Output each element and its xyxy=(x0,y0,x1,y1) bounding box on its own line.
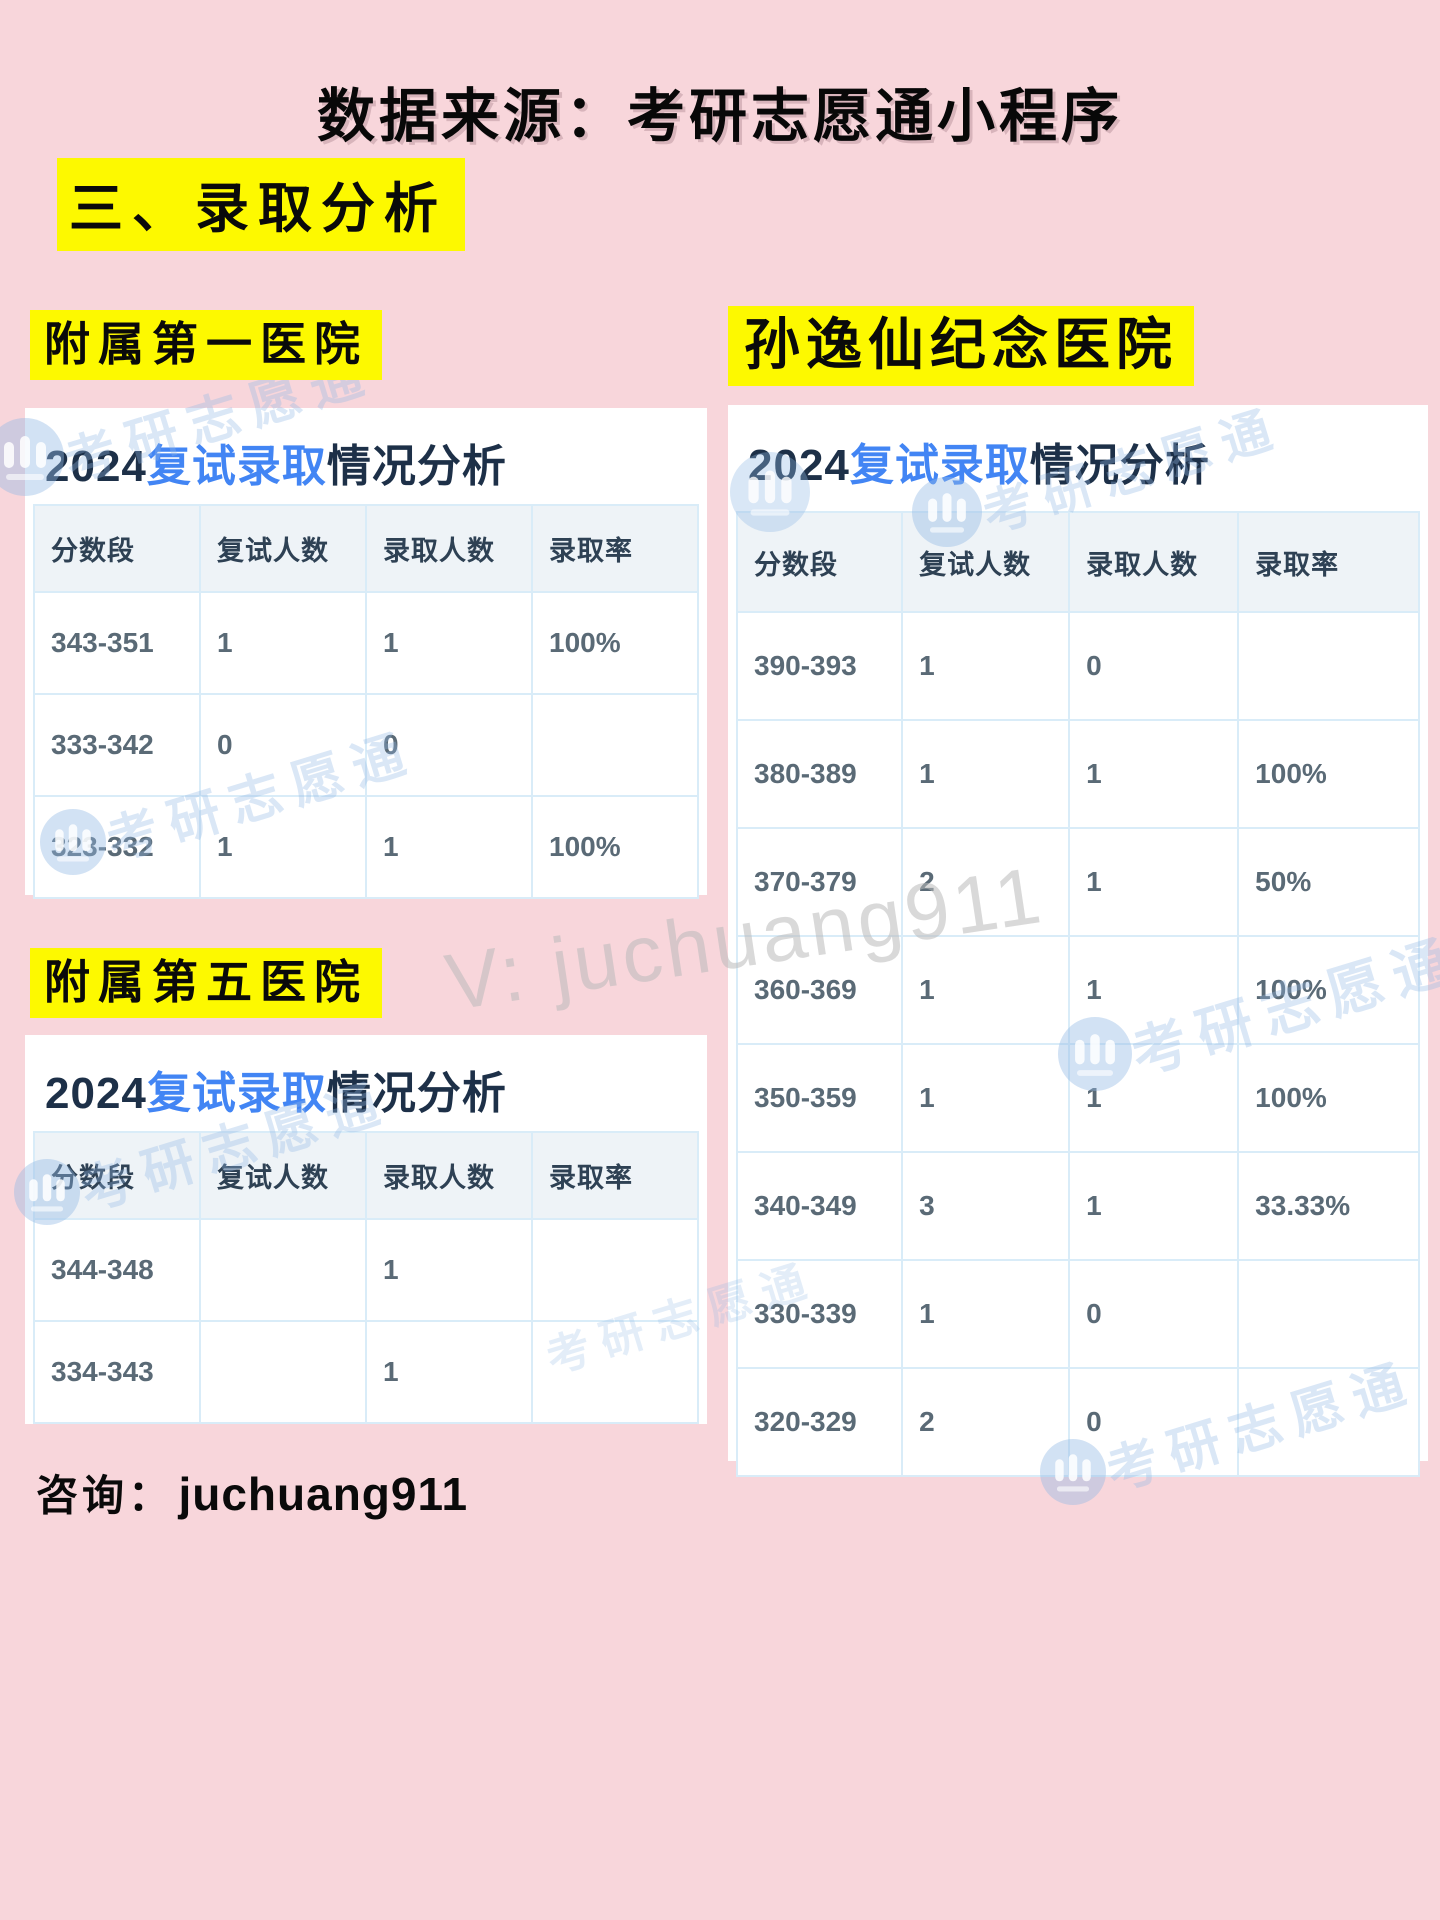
table-cell: 1 xyxy=(1070,721,1238,827)
table-cell: 333-342 xyxy=(35,695,199,795)
table-cell: 334-343 xyxy=(35,1322,199,1422)
table-title-highlight: 复试录取 xyxy=(849,441,1030,490)
table-cell: 0 xyxy=(201,695,365,795)
table-cell: 360-369 xyxy=(738,937,902,1043)
table-cell: 100% xyxy=(1239,721,1418,827)
table-cell: 1 xyxy=(1070,1153,1238,1259)
admission-table-first-hospital: 2024复试录取情况分析 分数段 复试人数 录取人数 录取率 343-351 1 1 100%… xyxy=(25,408,707,899)
table-cell: 323-332 xyxy=(35,797,199,897)
consult-line: 咨询： juchuang911 xyxy=(36,1462,468,1523)
table-cell xyxy=(1239,1261,1418,1367)
table-title-highlight: 复试录取 xyxy=(146,442,327,491)
table-cell: 100% xyxy=(1239,1045,1418,1151)
table-title: 2024复试录取情况分析 xyxy=(33,1043,699,1131)
column-header: 录取人数 xyxy=(367,506,531,591)
page-title: 数据来源：考研志愿通小程序 xyxy=(316,83,1123,149)
table-cell: 1 xyxy=(903,613,1069,719)
admission-table-grid: 分数段 复试人数 录取人数 录取率 344-348 1 334-343 1 xyxy=(33,1131,699,1424)
table-cell: 350-359 xyxy=(738,1045,902,1151)
table-cell: 320-329 xyxy=(738,1369,902,1475)
table-title: 2024复试录取情况分析 xyxy=(736,413,1420,511)
admission-table-memorial-hospital: 2024复试录取情况分析 分数段 复试人数 录取人数 录取率 390-393 1 0 380-… xyxy=(728,405,1428,1477)
table-cell: 1 xyxy=(1070,1045,1238,1151)
column-header: 复试人数 xyxy=(903,513,1069,611)
table-cell: 1 xyxy=(903,937,1069,1043)
table-cell: 390-393 xyxy=(738,613,902,719)
table-cell: 50% xyxy=(1239,829,1418,935)
table-cell: 1 xyxy=(201,797,365,897)
table-cell: 0 xyxy=(1070,1261,1238,1367)
table-cell: 2 xyxy=(903,829,1069,935)
table-title-year: 2024 xyxy=(45,442,147,491)
table-cell: 1 xyxy=(903,1261,1069,1367)
column-header: 复试人数 xyxy=(201,506,365,591)
table-cell xyxy=(1239,613,1418,719)
table-title-rest: 情况分析 xyxy=(326,442,507,491)
consult-contact: juchuang911 xyxy=(178,1468,469,1520)
table-cell: 1 xyxy=(367,1322,531,1422)
table-cell: 1 xyxy=(1070,937,1238,1043)
table-cell xyxy=(533,1220,697,1320)
column-header: 分数段 xyxy=(35,1133,199,1218)
table-title: 2024复试录取情况分析 xyxy=(33,416,699,504)
table-cell: 330-339 xyxy=(738,1261,902,1367)
table-title-rest: 情况分析 xyxy=(1029,441,1210,490)
label-memorial-hospital: 孙逸仙纪念医院 xyxy=(728,306,1194,386)
table-cell: 1 xyxy=(903,721,1069,827)
table-cell: 33.33% xyxy=(1239,1153,1418,1259)
table-cell: 100% xyxy=(533,593,697,693)
table-cell: 0 xyxy=(367,695,531,795)
column-header: 复试人数 xyxy=(201,1133,365,1218)
column-header: 分数段 xyxy=(35,506,199,591)
table-cell: 344-348 xyxy=(35,1220,199,1320)
table-cell: 343-351 xyxy=(35,593,199,693)
column-header: 录取人数 xyxy=(367,1133,531,1218)
table-cell xyxy=(533,695,697,795)
table-title-year: 2024 xyxy=(45,1069,147,1118)
table-cell: 340-349 xyxy=(738,1153,902,1259)
table-cell xyxy=(533,1322,697,1422)
table-cell: 1 xyxy=(201,593,365,693)
column-header: 分数段 xyxy=(738,513,902,611)
section-heading: 三、录取分析 xyxy=(57,158,465,251)
table-title-rest: 情况分析 xyxy=(326,1069,507,1118)
table-cell xyxy=(1239,1369,1418,1475)
table-cell: 1 xyxy=(1070,829,1238,935)
table-cell xyxy=(201,1220,365,1320)
table-cell: 3 xyxy=(903,1153,1069,1259)
table-cell: 100% xyxy=(533,797,697,897)
table-cell: 0 xyxy=(1070,1369,1238,1475)
consult-label: 咨询： xyxy=(36,1474,175,1520)
admission-table-grid: 分数段 复试人数 录取人数 录取率 343-351 1 1 100% 333-342 0 0 323-… xyxy=(33,504,699,899)
table-title-year: 2024 xyxy=(748,441,850,490)
column-header: 录取率 xyxy=(533,506,697,591)
table-cell: 2 xyxy=(903,1369,1069,1475)
table-cell: 380-389 xyxy=(738,721,902,827)
table-title-highlight: 复试录取 xyxy=(146,1069,327,1118)
table-cell: 1 xyxy=(367,797,531,897)
label-first-hospital: 附属第一医院 xyxy=(30,310,382,380)
admission-table-fifth-hospital: 2024复试录取情况分析 分数段 复试人数 录取人数 录取率 344-348 1 334-3… xyxy=(25,1035,707,1424)
column-header: 录取率 xyxy=(533,1133,697,1218)
table-cell: 1 xyxy=(903,1045,1069,1151)
table-cell: 370-379 xyxy=(738,829,902,935)
column-header: 录取人数 xyxy=(1070,513,1238,611)
column-header: 录取率 xyxy=(1239,513,1418,611)
label-fifth-hospital: 附属第五医院 xyxy=(30,948,382,1018)
table-cell: 0 xyxy=(1070,613,1238,719)
table-cell: 100% xyxy=(1239,937,1418,1043)
table-cell: 1 xyxy=(367,1220,531,1320)
table-cell: 1 xyxy=(367,593,531,693)
admission-table-grid: 分数段 复试人数 录取人数 录取率 390-393 1 0 380-389 1 1 100% 370-… xyxy=(736,511,1420,1477)
table-cell xyxy=(201,1322,365,1422)
